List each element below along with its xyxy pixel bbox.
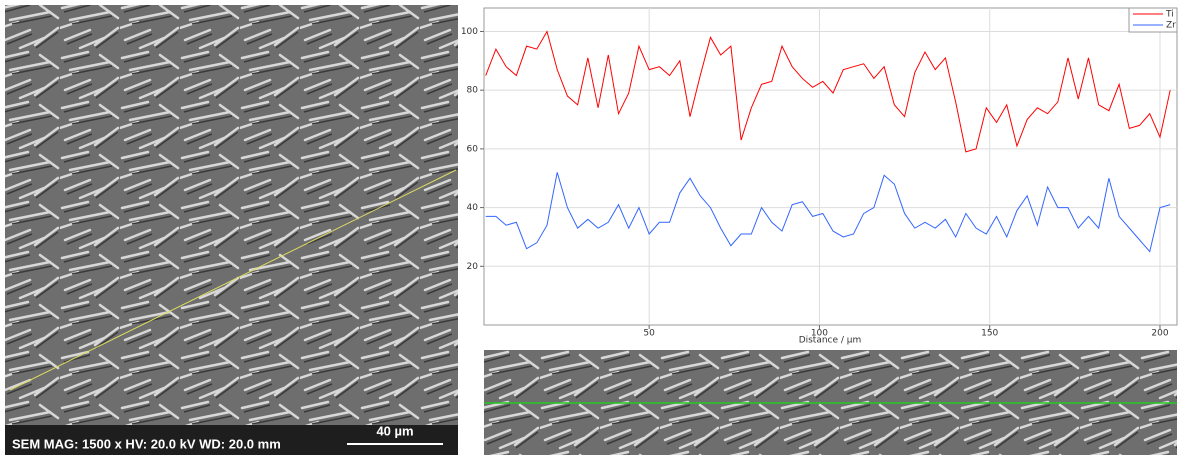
sem-info: SEM MAG: 1500 x HV: 20.0 kV WD: 20.0 mm <box>12 436 281 451</box>
x-tick-label: 200 <box>1151 329 1168 339</box>
legend-label: Zr <box>1166 21 1176 31</box>
x-tick-label: 50 <box>643 329 655 339</box>
series-line <box>485 30 1171 153</box>
sem-image: SEM MAG: 1500 x HV: 20.0 kV WD: 20.0 mm … <box>5 5 458 455</box>
y-tick-label: 100 <box>461 27 478 37</box>
x-tick-label: 150 <box>981 329 998 339</box>
info-bar <box>5 425 458 455</box>
strip-image <box>484 350 1177 455</box>
y-tick-label: 60 <box>467 144 479 154</box>
y-tick-label: 40 <box>467 203 479 213</box>
series-line <box>485 172 1171 253</box>
x-tick-label: 100 <box>811 329 828 339</box>
legend-box <box>1128 7 1178 33</box>
y-tick-label: 20 <box>467 262 479 272</box>
legend-label: Ti <box>1165 10 1174 20</box>
x-axis-label: Distance / µm <box>799 336 862 346</box>
plot-area <box>483 7 1178 326</box>
scale-bar-label: 40 µm <box>376 423 413 438</box>
y-tick-label: 80 <box>467 86 479 96</box>
